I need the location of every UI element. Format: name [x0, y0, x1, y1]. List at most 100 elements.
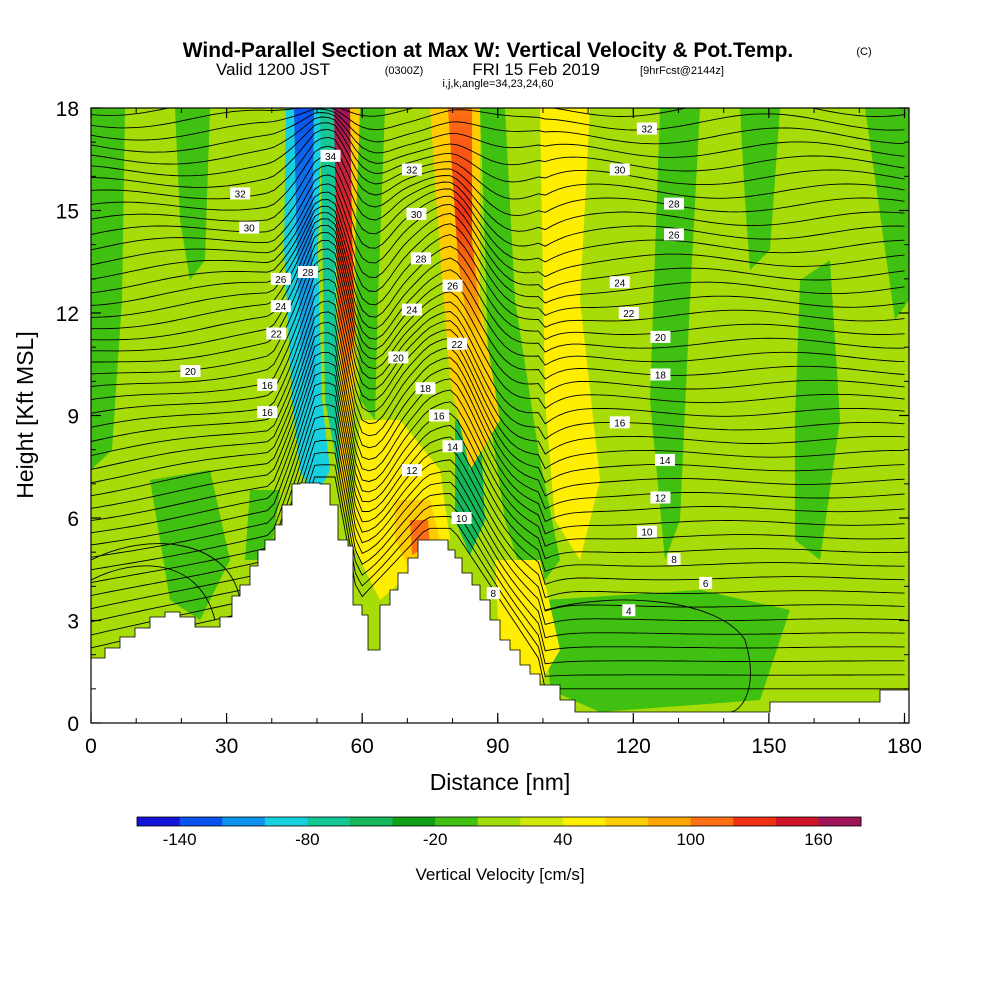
- contour-label: 22: [271, 330, 283, 341]
- contour-label-bg: [663, 197, 684, 210]
- contour-label: 22: [452, 340, 464, 351]
- theta-contour: [91, 199, 905, 316]
- colorbar-swatch: [775, 817, 819, 826]
- colorbar-label: 160: [804, 830, 832, 849]
- colorbar-label: -20: [423, 830, 448, 849]
- y-tick-label: 3: [67, 611, 79, 634]
- theta-contour: [91, 427, 905, 639]
- contour-label: 28: [302, 268, 314, 279]
- contour-label: 32: [406, 166, 418, 177]
- contour-label-bg: [270, 300, 291, 313]
- contour-label-bg: [428, 409, 449, 422]
- theta-contour: [91, 212, 905, 341]
- x-tick-label: 60: [350, 735, 373, 758]
- downdraft-band: [545, 590, 790, 712]
- contour-label: 28: [668, 200, 680, 211]
- contour-label-bg: [609, 416, 630, 429]
- theta-contour: [91, 289, 905, 470]
- theta-contour: [91, 311, 905, 497]
- y-tick-label: 12: [56, 303, 79, 326]
- contour-label: 34: [325, 152, 337, 163]
- theta-contour: [91, 164, 905, 263]
- colorbar-swatch: [392, 817, 436, 826]
- contour-label-bg: [406, 207, 427, 220]
- contour-label: 28: [415, 254, 427, 265]
- theta-contour: [91, 205, 905, 328]
- contour-label: 26: [447, 282, 459, 293]
- theta-contour: [91, 136, 905, 217]
- strong-updraft-core: [448, 108, 482, 340]
- contour-label: 20: [655, 333, 667, 344]
- theta-contour: [91, 257, 905, 425]
- contour-label-bg: [257, 378, 278, 391]
- theta-contour: [91, 268, 905, 440]
- contour-label-bg: [622, 604, 636, 617]
- contour-label: 20: [393, 353, 405, 364]
- contour-label: 18: [420, 384, 432, 395]
- contour-label: 16: [262, 408, 274, 419]
- section-params: i,j,k,angle=34,23,24,60: [442, 78, 553, 90]
- colorbar-swatch: [818, 817, 862, 826]
- colorbar-swatch: [733, 817, 777, 826]
- contour-label-bg: [270, 272, 291, 285]
- x-tick-label: 150: [751, 735, 786, 758]
- colorbar-swatch: [222, 817, 266, 826]
- contour-label-bg: [401, 464, 422, 477]
- colorbar-swatch: [520, 817, 564, 826]
- theta-contour: [91, 300, 905, 484]
- colorbar-swatch: [690, 817, 734, 826]
- theta-contour: [91, 155, 905, 247]
- contour-label-bg: [415, 382, 436, 395]
- contour-label-bg: [388, 351, 409, 364]
- y-tick-label: 15: [56, 201, 79, 224]
- x-axis-label: Distance [nm]: [430, 769, 571, 795]
- y-tick-label: 18: [56, 98, 79, 121]
- contour-label-bg: [650, 491, 671, 504]
- theta-contour: [91, 174, 905, 278]
- contour-label-bg: [442, 279, 463, 292]
- theta-contours: [91, 108, 905, 713]
- axes: 0 30 60 90 120 150 180 0 3 6 9 12 15 18: [56, 98, 922, 758]
- contour-label-bg: [636, 525, 657, 538]
- theta-contour: [91, 248, 905, 410]
- contour-label: 24: [275, 302, 287, 313]
- colorbar: -140 -80 -20 40 100 160: [136, 816, 862, 849]
- theta-contour: [91, 452, 905, 665]
- updraft-band: [540, 108, 600, 560]
- contour-label: 20: [185, 367, 197, 378]
- theta-contour: [91, 352, 905, 547]
- contour-label-bg: [442, 440, 463, 453]
- downdraft-band: [650, 108, 700, 560]
- chart-title-units: (C): [856, 46, 871, 58]
- theta-contour: [91, 183, 905, 291]
- theta-contour: [91, 232, 905, 380]
- contour-label-bg: [257, 406, 278, 419]
- contour-label: 6: [703, 579, 709, 590]
- contour-label-bg: [230, 187, 251, 200]
- contour-label: 16: [262, 381, 274, 392]
- x-tick-label: 0: [85, 735, 97, 758]
- contour-label: 4: [626, 606, 632, 617]
- colorbar-label: 100: [676, 830, 704, 849]
- contour-label: 10: [456, 514, 468, 525]
- colorbar-swatch: [307, 817, 351, 826]
- theta-contour: [91, 191, 905, 304]
- theta-contour: [91, 239, 905, 395]
- contour-label-bg: [410, 252, 431, 265]
- x-tick-label: 180: [887, 735, 922, 758]
- contour-label: 30: [411, 210, 423, 221]
- contour-label-bg: [447, 337, 468, 350]
- contour-label: 22: [623, 309, 635, 320]
- y-tick-label: 6: [67, 508, 79, 531]
- theta-contour: [91, 342, 905, 535]
- contour-label-bg: [239, 221, 260, 234]
- theta-contour: [91, 371, 905, 572]
- terrain: [91, 482, 909, 723]
- contour-label-bg: [297, 266, 318, 278]
- theta-contour: [91, 108, 905, 145]
- chart-title: Wind-Parallel Section at Max W: Vertical…: [183, 39, 794, 62]
- theta-contour: [91, 145, 905, 232]
- theta-contour: [91, 332, 905, 523]
- colorbar-swatch: [179, 817, 223, 826]
